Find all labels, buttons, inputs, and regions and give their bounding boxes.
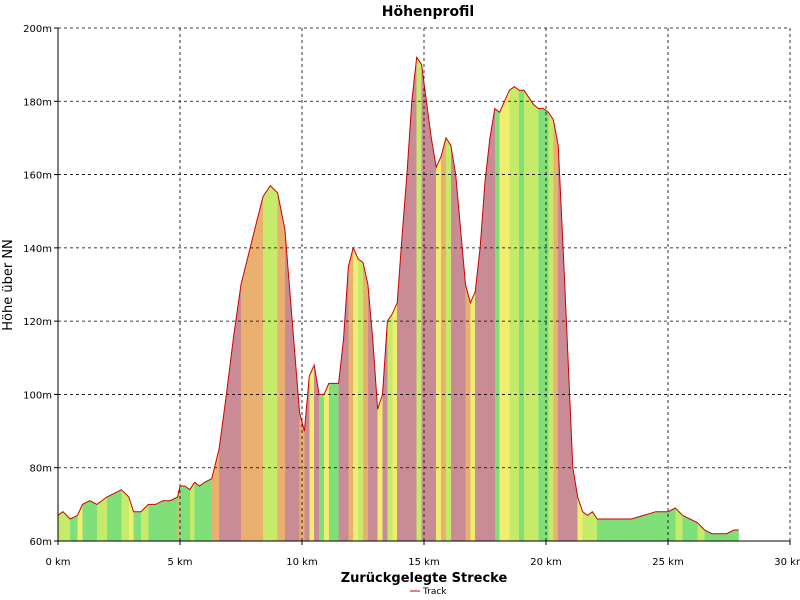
area-layer <box>58 57 739 541</box>
y-tick-label: 100m <box>23 390 52 401</box>
x-tick-labels: 0 km 5 km 10 km 15 km 20 km 25 km 30 km <box>45 557 800 568</box>
y-tick-label: 60m <box>30 537 52 548</box>
x-tick-label: 10 km <box>286 557 317 568</box>
series-line-track <box>57 55 739 535</box>
legend: Track <box>410 587 447 597</box>
axis-layer <box>54 27 791 545</box>
x-axis-label: Zurückgelegte Strecke <box>341 571 508 586</box>
x-tick-label: 0 km <box>45 557 70 568</box>
elevation-area <box>58 57 739 541</box>
legend-label-track: Track <box>422 587 447 597</box>
chart-title: Höhenprofil <box>382 4 474 20</box>
x-tick-label: 15 km <box>408 557 439 568</box>
line-layer <box>57 55 739 535</box>
y-tick-label: 180m <box>23 97 52 108</box>
x-tick-label: 30 km <box>774 557 800 568</box>
y-tick-label: 200m <box>23 24 52 35</box>
y-tick-labels: 60m 80m 100m 120m 140m 160m 180m 200m <box>23 24 52 548</box>
grid-layer <box>58 27 791 541</box>
y-axis-label: Höhe über NN <box>1 239 16 331</box>
x-tick-label: 25 km <box>652 557 683 568</box>
x-tick-label: 20 km <box>530 557 561 568</box>
y-tick-label: 160m <box>23 171 52 182</box>
x-tick-label: 5 km <box>167 557 192 568</box>
y-tick-label: 140m <box>23 244 52 255</box>
y-tick-label: 120m <box>23 317 52 328</box>
y-tick-label: 80m <box>30 464 52 475</box>
